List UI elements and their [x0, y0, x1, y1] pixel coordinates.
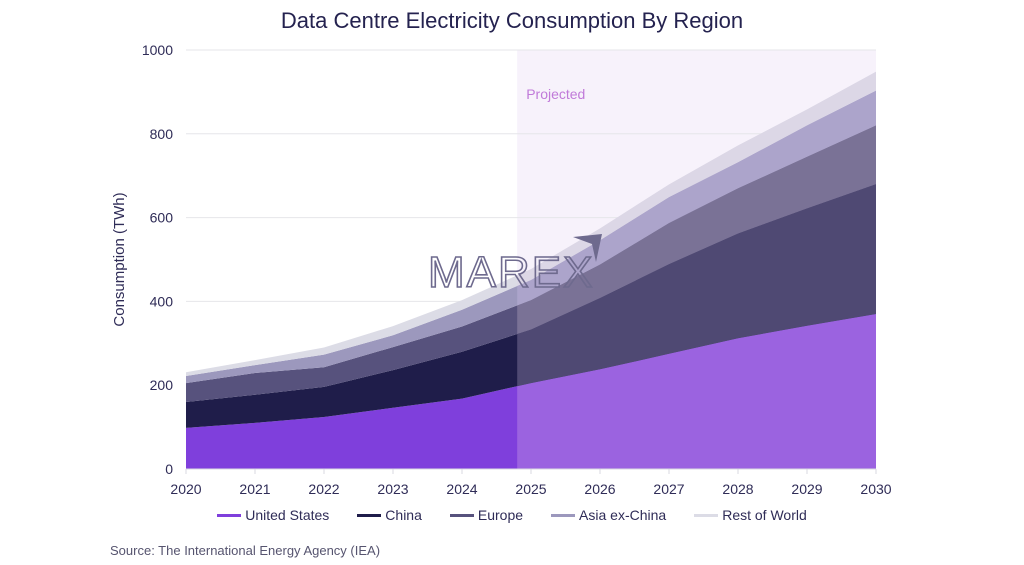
- x-tick-label: 2025: [515, 481, 546, 497]
- x-tick-label: 2024: [446, 481, 477, 497]
- legend-label: Europe: [477, 507, 524, 523]
- legend-item-rest-of-world[interactable]: Rest of World: [694, 507, 807, 523]
- legend-item-china[interactable]: China: [357, 507, 422, 523]
- legend-swatch-icon: [357, 513, 382, 517]
- legend-label: China: [385, 507, 422, 523]
- legend-item-europe[interactable]: Europe: [449, 507, 524, 523]
- area-projected-china: [517, 184, 876, 387]
- x-tick-label: 2030: [860, 481, 891, 497]
- y-tick-label: 600: [150, 210, 174, 226]
- x-tick-label: 2029: [791, 481, 822, 497]
- area-projected-united-states: [517, 314, 876, 469]
- legend-label: Asia ex-China: [579, 507, 667, 523]
- area-projected-rest-of-world: [517, 71, 876, 286]
- source-note: Source: The International Energy Agency …: [110, 543, 381, 558]
- chart-title: Data Centre Electricity Consumption By R…: [280, 8, 744, 33]
- legend-item-united-states[interactable]: United States: [217, 507, 329, 523]
- y-axis-label: Consumption (TWh): [111, 192, 128, 326]
- x-tick-label: 2020: [170, 481, 201, 497]
- area-projected-europe: [517, 125, 876, 334]
- y-tick-label: 200: [150, 377, 174, 393]
- legend-swatch-icon: [551, 513, 576, 517]
- legend-swatch-icon: [217, 513, 242, 517]
- legend-item-asia-ex-china[interactable]: Asia ex-China: [551, 507, 666, 523]
- x-tick-label: 2028: [722, 481, 753, 497]
- x-tick-label: 2021: [239, 481, 270, 497]
- y-tick-label: 800: [150, 126, 174, 142]
- legend-swatch-icon: [694, 513, 719, 517]
- legend: United States China Europe Asia ex-China Res…: [0, 507, 1024, 523]
- projected-label: Projected: [526, 86, 585, 102]
- watermark-arrow-icon: [573, 234, 602, 262]
- legend-label: United States: [245, 507, 330, 523]
- area-europe: [186, 125, 876, 403]
- marex-watermark: MAREX: [427, 234, 602, 298]
- legend-swatch-icon: [449, 513, 474, 517]
- y-tick-label: 0: [165, 461, 173, 477]
- area-projected-asia-ex-china: [517, 90, 876, 306]
- x-tick-label: 2023: [377, 481, 408, 497]
- x-tick-label: 2027: [653, 481, 684, 497]
- y-tick-label: 400: [150, 293, 174, 309]
- legend-label: Rest of World: [722, 507, 807, 523]
- x-tick-label: 2026: [584, 481, 615, 497]
- x-tick-label: 2022: [308, 481, 339, 497]
- y-tick-label: 1000: [142, 42, 173, 58]
- watermark-text: MAREX: [428, 248, 594, 297]
